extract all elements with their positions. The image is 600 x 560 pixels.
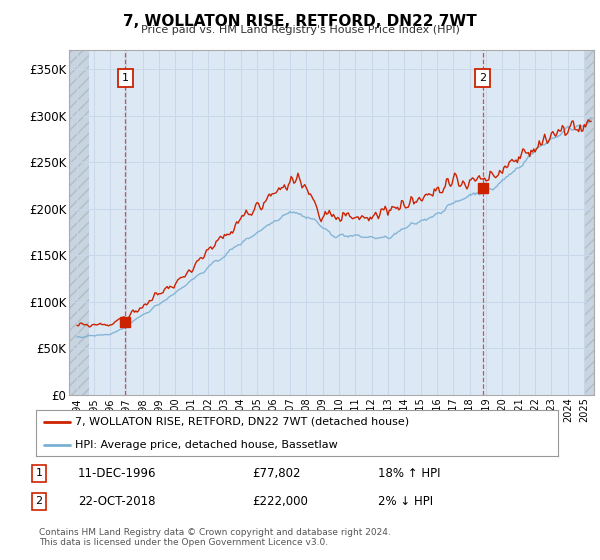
Text: 2: 2 <box>35 496 43 506</box>
Text: 1: 1 <box>122 73 129 83</box>
Text: 7, WOLLATON RISE, RETFORD, DN22 7WT (detached house): 7, WOLLATON RISE, RETFORD, DN22 7WT (det… <box>75 417 409 427</box>
Text: HPI: Average price, detached house, Bassetlaw: HPI: Average price, detached house, Bass… <box>75 440 338 450</box>
Text: Contains HM Land Registry data © Crown copyright and database right 2024.
This d: Contains HM Land Registry data © Crown c… <box>39 528 391 547</box>
Text: 1: 1 <box>35 468 43 478</box>
Text: 2% ↓ HPI: 2% ↓ HPI <box>378 494 433 508</box>
Text: 7, WOLLATON RISE, RETFORD, DN22 7WT: 7, WOLLATON RISE, RETFORD, DN22 7WT <box>123 14 477 29</box>
Text: 18% ↑ HPI: 18% ↑ HPI <box>378 466 440 480</box>
Text: £77,802: £77,802 <box>252 466 301 480</box>
Text: 11-DEC-1996: 11-DEC-1996 <box>78 466 157 480</box>
Text: 22-OCT-2018: 22-OCT-2018 <box>78 494 155 508</box>
Text: £222,000: £222,000 <box>252 494 308 508</box>
Text: Price paid vs. HM Land Registry's House Price Index (HPI): Price paid vs. HM Land Registry's House … <box>140 25 460 35</box>
Text: 2: 2 <box>479 73 487 83</box>
